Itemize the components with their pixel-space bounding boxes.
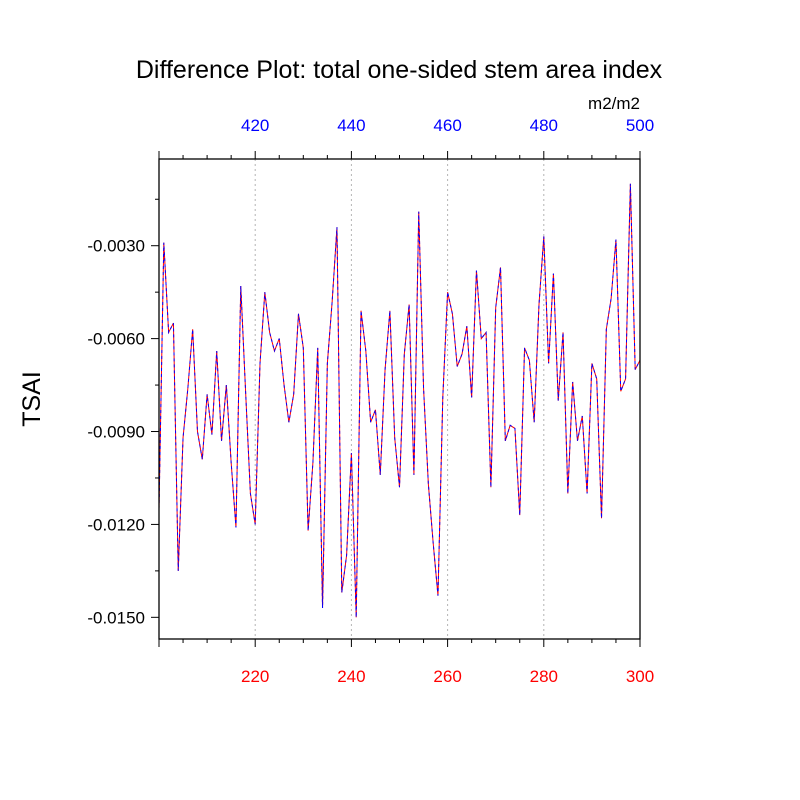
x-tick-label-bottom: 300 bbox=[626, 667, 654, 686]
data-series bbox=[158, 183, 641, 618]
y-axis-label: TSAI bbox=[18, 371, 46, 427]
y-tick-label: -0.0120 bbox=[87, 515, 145, 534]
x-tick-label-bottom: 280 bbox=[530, 667, 558, 686]
y-tick-label: -0.0030 bbox=[87, 237, 145, 256]
plot-frame bbox=[158, 158, 641, 640]
x-tick-label-bottom: 240 bbox=[337, 667, 365, 686]
y-tick-label: -0.0150 bbox=[87, 608, 145, 627]
x-tick-label-top: 440 bbox=[337, 116, 365, 135]
x-tick-label-top: 420 bbox=[241, 116, 269, 135]
x-tick-label-top: 460 bbox=[433, 116, 461, 135]
x-tick-label-top: 500 bbox=[626, 116, 654, 135]
x-tick-label-bottom: 260 bbox=[433, 667, 461, 686]
series-line-red bbox=[158, 183, 641, 618]
units-label: m2/m2 bbox=[588, 94, 640, 113]
vertical-gridlines bbox=[254, 159, 545, 639]
series-line-blue bbox=[158, 183, 641, 618]
x-tick-label-bottom: 220 bbox=[241, 667, 269, 686]
y-tick-label: -0.0090 bbox=[87, 423, 145, 442]
y-tick-label: -0.0060 bbox=[87, 330, 145, 349]
axis-ticks bbox=[151, 151, 641, 647]
tick-labels: -0.0030 -0.0060 -0.0090 -0.0120 -0.0150 220 24… bbox=[87, 116, 654, 686]
x-tick-label-top: 480 bbox=[530, 116, 558, 135]
chart-title: Difference Plot: total one-sided stem ar… bbox=[136, 56, 663, 84]
